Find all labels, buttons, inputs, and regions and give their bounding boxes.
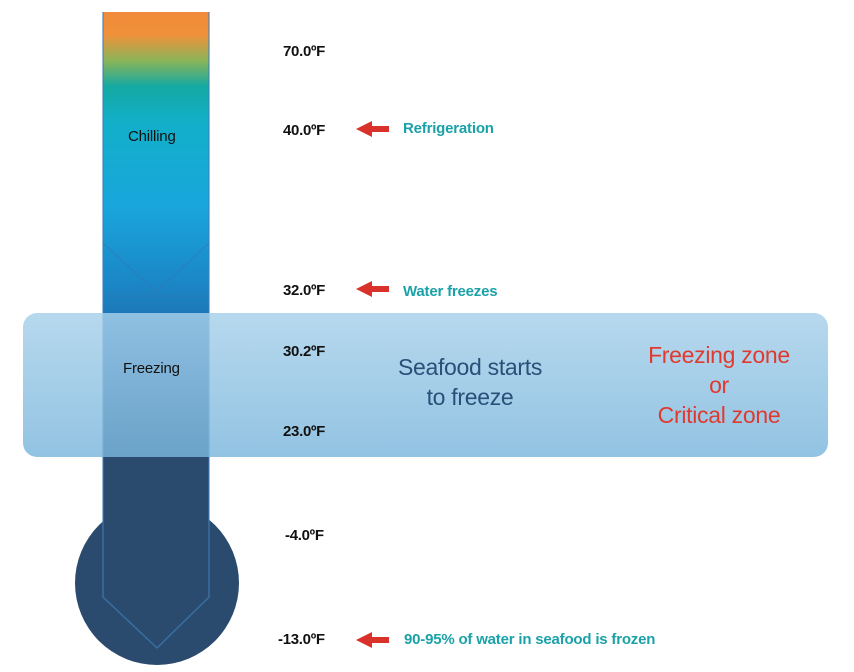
zone-description-line2: to freeze: [426, 384, 514, 410]
temp-label-minus-4: -4.0ºF: [285, 527, 324, 544]
arrow-icon: [356, 632, 389, 648]
stage-label-chilling: Chilling: [128, 128, 176, 145]
note-frozen: 90-95% of water in seafood is frozen: [404, 631, 656, 648]
thermometer-tube: [103, 12, 209, 600]
zone-description-line1: Seafood starts: [397, 354, 543, 380]
temp-label-30-2: 30.2ºF: [283, 343, 326, 360]
temp-label-minus-13: -13.0ºF: [278, 631, 325, 648]
note-water-freezes: Water freezes: [403, 283, 498, 300]
zone-description: Seafood starts to freeze: [370, 352, 570, 412]
critical-zone-line2: or: [709, 372, 729, 398]
critical-zone-line1: Freezing zone: [648, 342, 790, 368]
temp-label-70: 70.0ºF: [283, 43, 326, 60]
arrow-icon: [356, 121, 389, 137]
critical-zone-label: Freezing zone or Critical zone: [619, 340, 819, 430]
stage-label-freezing: Freezing: [123, 360, 180, 377]
tube-chevron: [102, 242, 210, 293]
note-refrigeration: Refrigeration: [403, 120, 494, 137]
arrow-icon: [356, 281, 389, 297]
temp-label-40: 40.0ºF: [283, 122, 326, 139]
critical-zone-line3: Critical zone: [657, 402, 781, 428]
temp-label-32: 32.0ºF: [283, 282, 326, 299]
freezing-zone-band: [23, 313, 828, 457]
temp-label-23: 23.0ºF: [283, 423, 326, 440]
